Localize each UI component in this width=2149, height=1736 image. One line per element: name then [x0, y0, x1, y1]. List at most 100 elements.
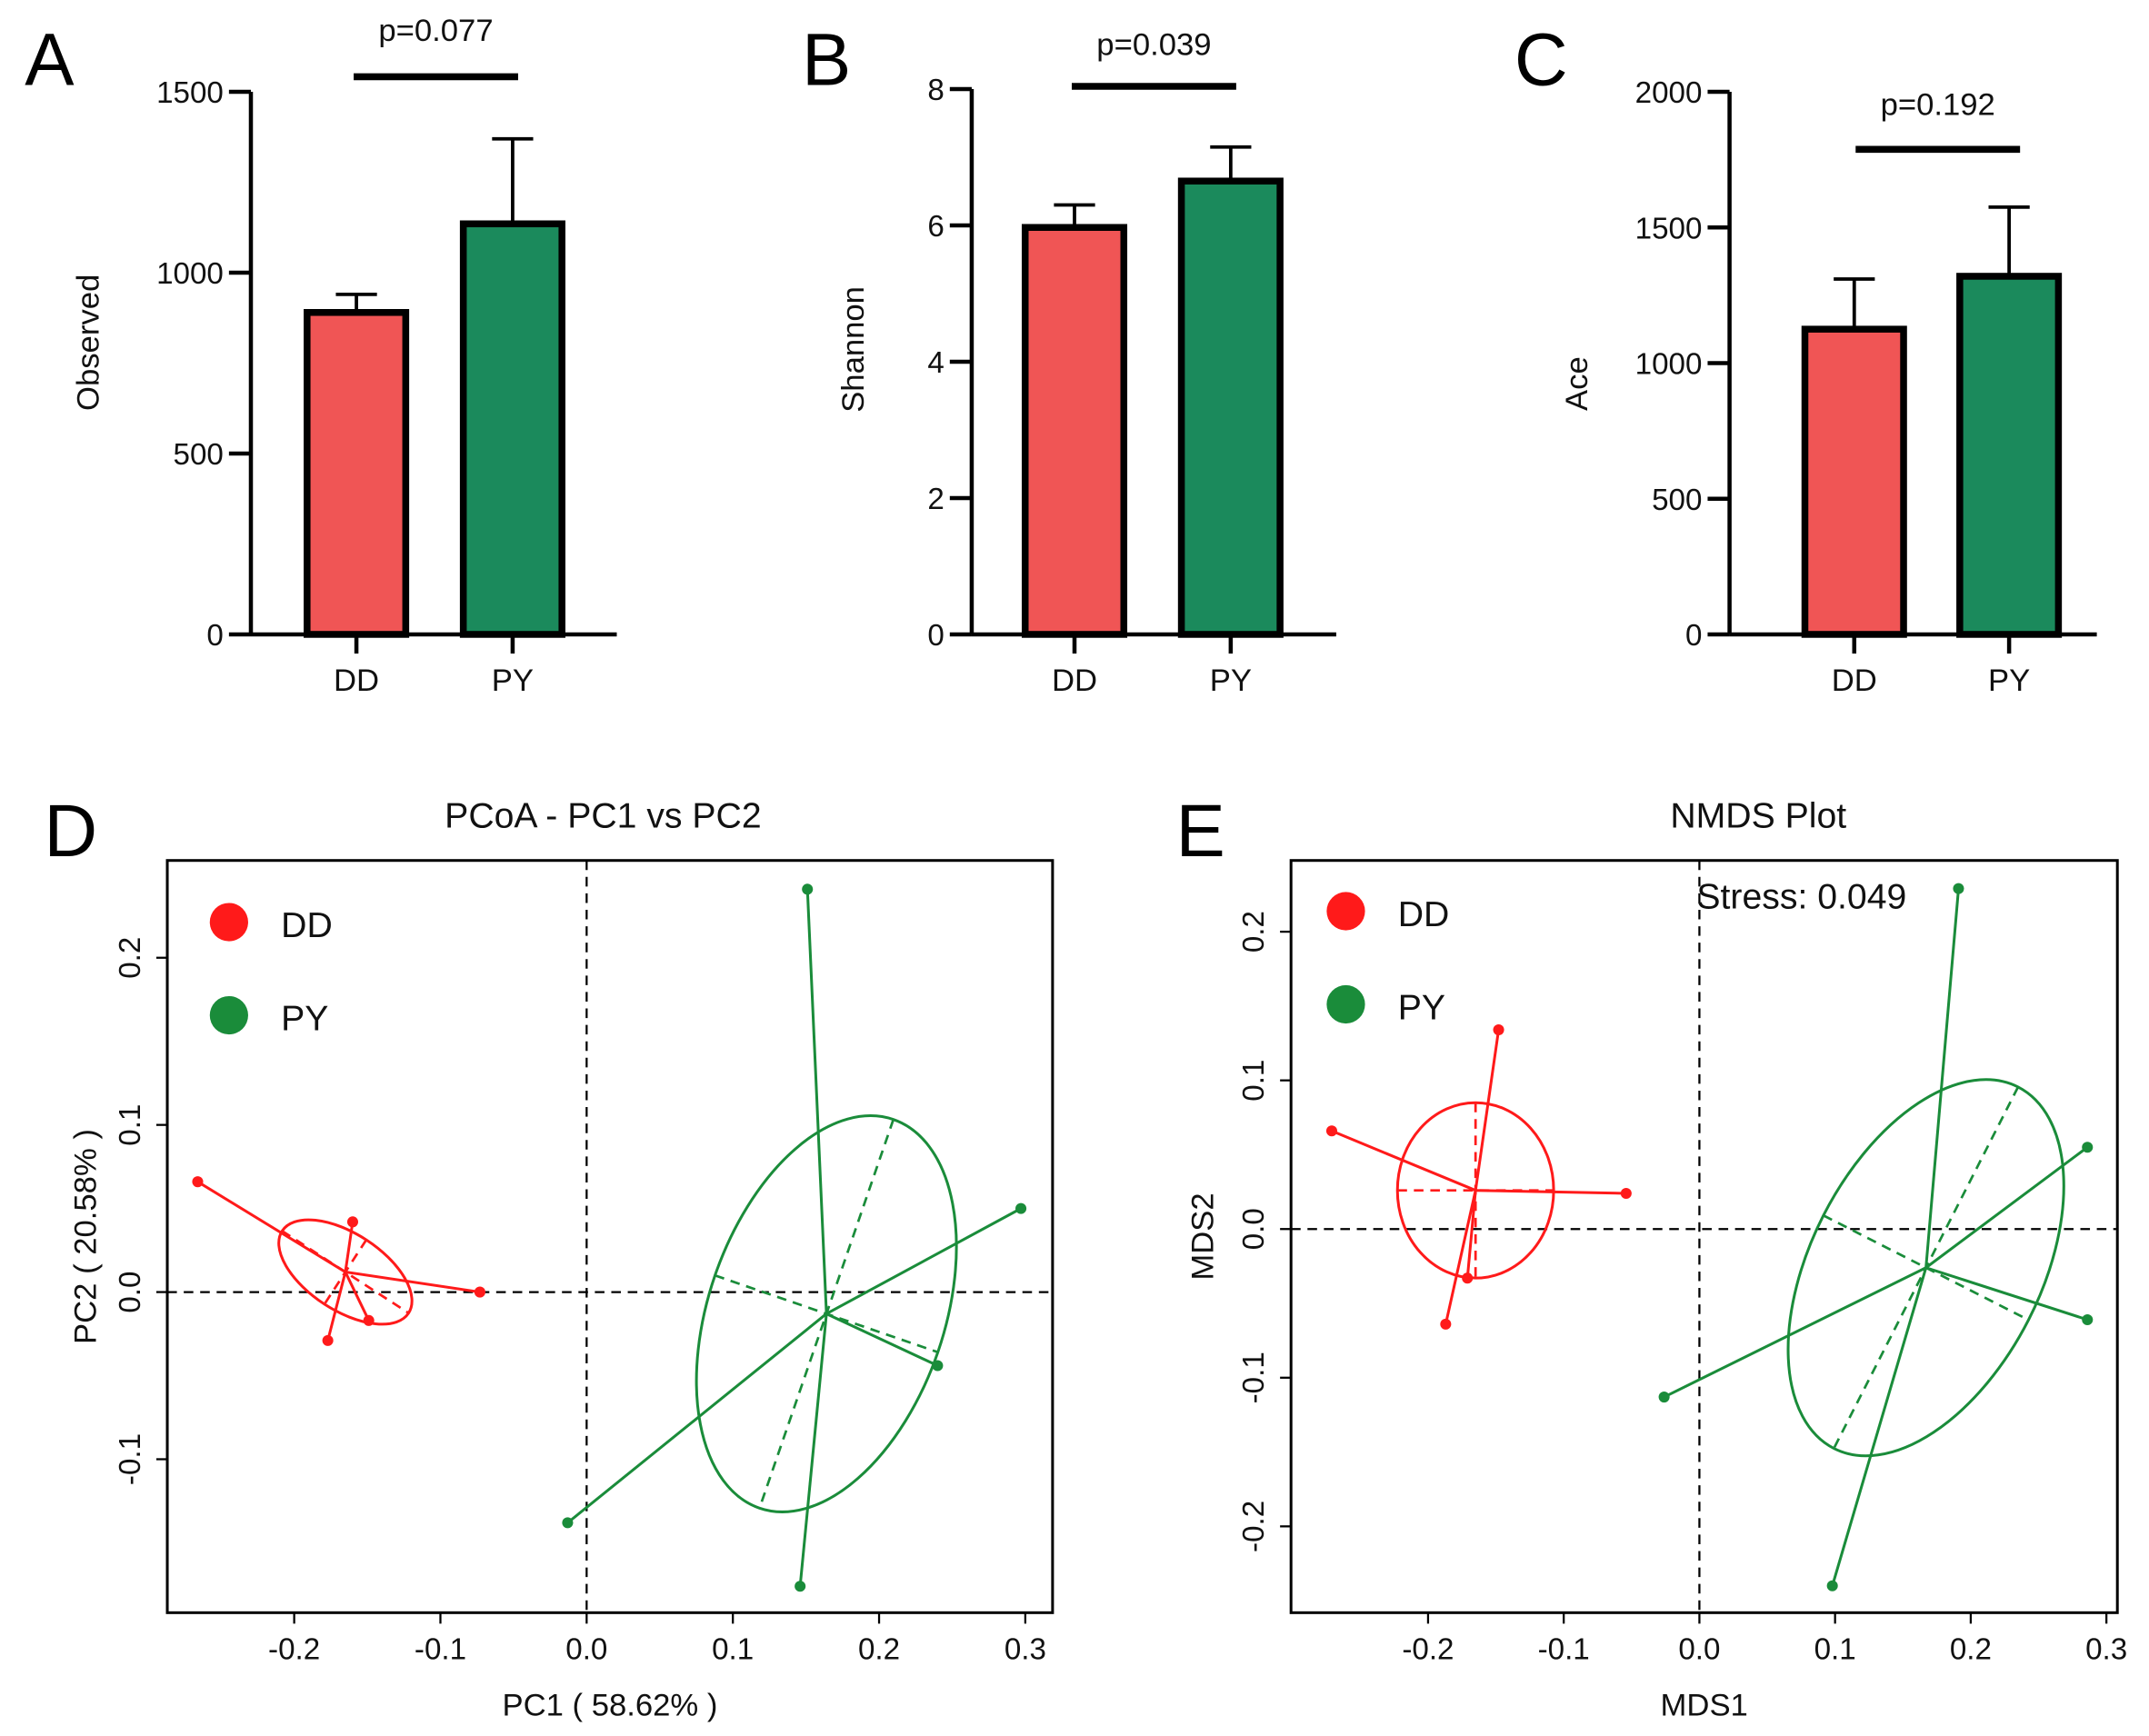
- y-tick-label: -0.1: [1237, 1352, 1271, 1403]
- data-point-dd: [1440, 1318, 1452, 1330]
- chart-title: PCoA - PC1 vs PC2: [445, 797, 761, 836]
- y-tick-label: 2000: [1635, 76, 1703, 110]
- y-tick-label: 6: [927, 210, 944, 244]
- spider-line: [566, 1312, 828, 1524]
- spider-line: [805, 889, 828, 1314]
- x-tick-label: -0.2: [268, 1633, 320, 1667]
- spider-line: [344, 1271, 371, 1322]
- p-value-label: p=0.192: [1881, 88, 1995, 123]
- y-tick-label: 8: [927, 74, 944, 107]
- legend-label: PY: [281, 1000, 328, 1039]
- data-point-py: [795, 1581, 806, 1592]
- x-tick-label: 0.0: [1678, 1633, 1720, 1667]
- x-tick-label: -0.1: [415, 1633, 466, 1667]
- data-point-py: [802, 883, 814, 895]
- y-tick-label: -0.1: [114, 1433, 147, 1485]
- y-tick-label: 2: [927, 483, 944, 516]
- x-tick-label: 0.0: [565, 1633, 607, 1667]
- y-tick-label: 0: [927, 619, 944, 653]
- bar-panel-a: A 0 500 1000 1500 Observed DD PY p=0.077: [25, 14, 617, 698]
- data-point-dd: [322, 1334, 334, 1346]
- bar-panel-b: B 0 2 4 6 8 Shannon DD PY p=0.039: [802, 18, 1336, 698]
- y-tick-label: 1000: [156, 257, 224, 291]
- y-axis-label: Ace: [1560, 356, 1594, 411]
- spider-line: [1663, 1266, 1927, 1399]
- y-axis-label: PC2 ( 20.58% ): [69, 1129, 104, 1344]
- spider-line: [1444, 1190, 1477, 1325]
- y-axis-label: Shannon: [836, 286, 871, 413]
- data-point-py: [932, 1360, 944, 1372]
- spider-line: [326, 1272, 347, 1342]
- spider-line: [798, 1313, 828, 1587]
- y-tick-label: 0.1: [1237, 1060, 1271, 1102]
- spider-line: [1474, 1029, 1501, 1191]
- data-point-dd: [1493, 1024, 1504, 1036]
- data-point-py: [2082, 1142, 2094, 1153]
- bar-dd: [1021, 224, 1128, 638]
- data-point-py: [1658, 1392, 1670, 1403]
- y-tick-label: 500: [1652, 484, 1702, 517]
- panel-letter: D: [44, 790, 97, 873]
- y-tick-label: 500: [174, 438, 224, 472]
- x-tick-label: DD: [334, 663, 379, 698]
- y-axis-label: Observed: [72, 274, 106, 411]
- plot-frame: [165, 859, 1055, 1614]
- data-point-dd: [474, 1286, 485, 1298]
- legend-marker-py: [1326, 984, 1365, 1024]
- bar-py: [459, 220, 565, 638]
- y-tick-label: 0.0: [1237, 1208, 1271, 1250]
- spider-line: [1924, 888, 1960, 1268]
- data-point-dd: [192, 1176, 204, 1188]
- x-tick-label: 0.3: [2085, 1633, 2127, 1667]
- y-tick-label: 0: [206, 619, 223, 653]
- x-axis-label: MDS1: [1661, 1688, 1748, 1722]
- scatter-panel-e: E NMDS Plot -0.2 -0.1 0.0 0.1 0.2 0.3 -0.2 -0.1 0.…: [1176, 790, 2128, 1722]
- legend-label: PY: [1398, 989, 1445, 1028]
- data-point-py: [1826, 1580, 1838, 1591]
- data-point-py: [1953, 883, 1964, 894]
- spider-line: [344, 1222, 355, 1272]
- spider-line: [825, 1312, 939, 1367]
- plot-frame: [1289, 859, 2119, 1614]
- panel-letter: B: [802, 18, 851, 101]
- legend-marker-dd: [209, 903, 248, 942]
- spider-line: [345, 1271, 481, 1294]
- x-tick-label: PY: [1988, 663, 2030, 698]
- data-point-dd: [1462, 1272, 1474, 1284]
- data-point-py: [1015, 1202, 1027, 1214]
- panel-letter: E: [1176, 790, 1225, 873]
- x-tick-label: 0.1: [712, 1633, 754, 1667]
- spider-line: [196, 1180, 346, 1273]
- x-tick-label: 0.2: [1950, 1633, 1992, 1667]
- y-tick-label: 1000: [1635, 348, 1703, 382]
- x-tick-label: -0.1: [1538, 1633, 1590, 1667]
- y-tick-label: 0.0: [114, 1272, 147, 1313]
- x-tick-label: PY: [1210, 663, 1252, 698]
- bar-py: [1956, 273, 2063, 638]
- spider-line: [1475, 1189, 1626, 1195]
- data-point-py: [562, 1517, 574, 1529]
- data-point-dd: [363, 1314, 375, 1326]
- x-tick-label: PY: [492, 663, 534, 698]
- p-value-label: p=0.039: [1096, 27, 1211, 62]
- spider-line: [1831, 1267, 1928, 1587]
- legend-label: DD: [281, 906, 333, 945]
- spider-line: [1925, 1266, 2088, 1322]
- x-tick-label: DD: [1052, 663, 1097, 698]
- bar-panel-c: C 0 500 1000 1500 2000 Ace DD PY p=0.192: [1514, 18, 2097, 698]
- y-tick-label: 0.2: [114, 937, 147, 979]
- data-point-dd: [346, 1216, 359, 1228]
- bar-dd: [1801, 325, 1907, 638]
- panel-letter: A: [25, 18, 75, 101]
- y-axis-label: MDS2: [1185, 1192, 1220, 1280]
- y-tick-label: 1500: [1635, 212, 1703, 245]
- legend-label: DD: [1398, 895, 1450, 934]
- chart-title: NMDS Plot: [1670, 797, 1846, 836]
- legend-marker-py: [209, 995, 248, 1035]
- bar-dd: [304, 309, 410, 638]
- y-tick-label: 4: [927, 346, 944, 380]
- y-tick-label: 0.2: [1237, 911, 1271, 953]
- panel-letter: C: [1514, 18, 1568, 101]
- x-tick-label: 0.3: [1005, 1633, 1046, 1667]
